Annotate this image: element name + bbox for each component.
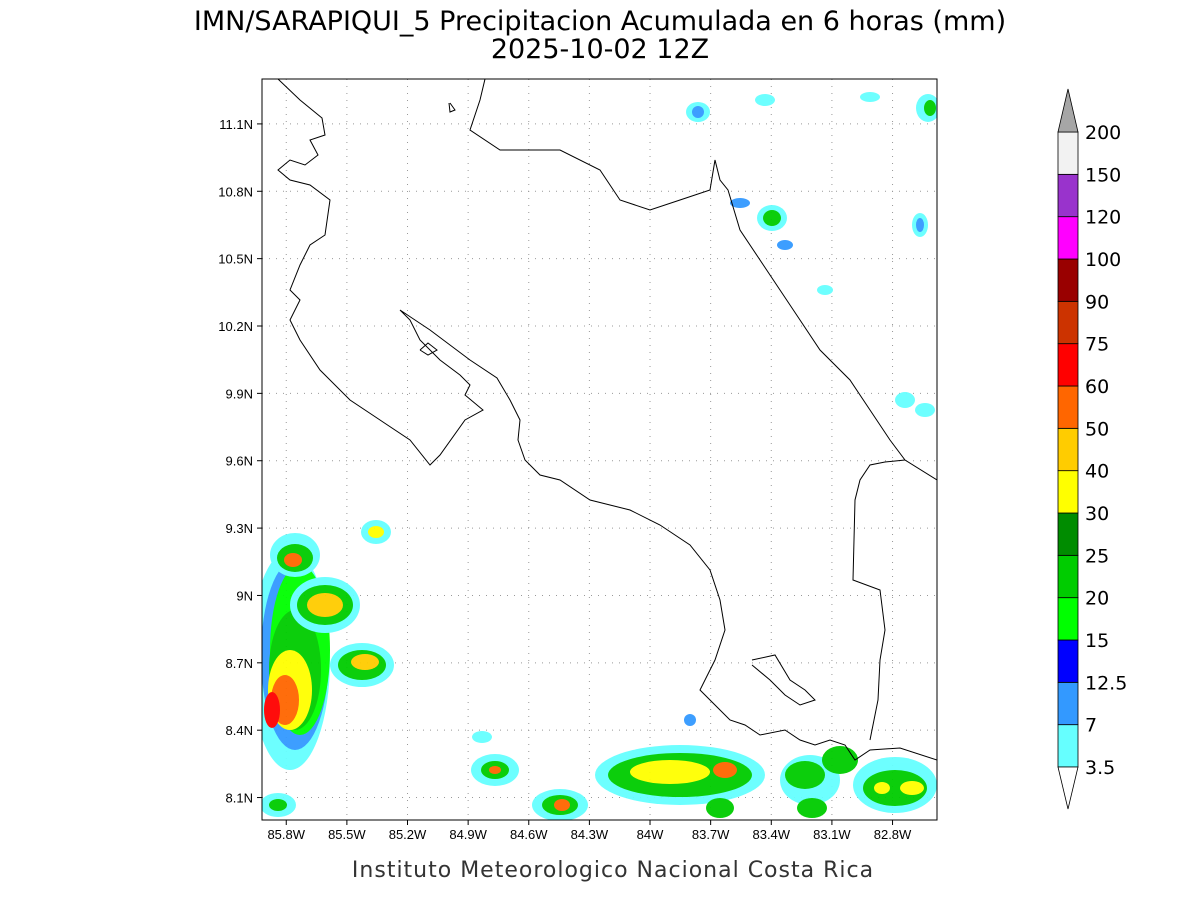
colorbar-segment [1057, 470, 1079, 514]
y-tick-label: 9.6N [226, 454, 253, 469]
y-tick-label: 10.8N [218, 184, 253, 199]
colorbar-label: 40 [1085, 461, 1109, 483]
colorbar-label: 3.5 [1085, 757, 1115, 779]
colorbar-segment [1057, 554, 1079, 599]
colorbar-segment [1057, 597, 1079, 641]
x-tick-label: 83.7W [692, 827, 730, 842]
colorbar-segment [1057, 173, 1079, 218]
y-tick-label: 9.9N [226, 386, 253, 401]
x-tick-label: 84.9W [449, 827, 487, 842]
colorbar-segment [1057, 343, 1079, 387]
colorbar-over [1057, 88, 1079, 133]
colorbar-label: 90 [1085, 291, 1109, 313]
colorbar-segment [1057, 300, 1079, 345]
title: IMN/SARAPIQUI_5 Precipitacion Acumulada … [194, 6, 1006, 37]
colorbar-segment [1057, 639, 1079, 683]
colorbar-segment [1057, 427, 1079, 472]
colorbar-label: 75 [1085, 334, 1109, 356]
y-tick-label: 8.4N [226, 723, 253, 738]
colorbar-segment [1057, 216, 1079, 260]
x-tick-label: 85.2W [389, 827, 427, 842]
colorbar: 3.5 7 12.5 15 20 25 30 40 50 60 75 90 100 120 150 200 [1057, 88, 1127, 810]
colorbar-segment [1057, 385, 1079, 429]
grid-layer [262, 79, 937, 820]
x-tick-label: 84W [637, 827, 664, 842]
x-tick-label: 83.1W [813, 827, 851, 842]
colorbar-label: 20 [1085, 588, 1109, 610]
colorbar-label: 120 [1085, 207, 1121, 229]
y-tick-label: 10.2N [218, 319, 253, 334]
y-tick-label: 10.5N [218, 252, 253, 267]
colorbar-segment [1057, 681, 1079, 726]
rain-cells [262, 92, 937, 820]
colorbar-label: 50 [1085, 418, 1109, 440]
footer: Instituto Meteorologico Nacional Costa R… [352, 858, 874, 883]
precipitation [262, 79, 937, 820]
colorbar-segment [1057, 512, 1079, 556]
colorbar-label: 15 [1085, 630, 1109, 652]
colorbar-label: 150 [1085, 164, 1121, 186]
axis-layer: 85.8W 85.5W 85.2W 84.9W 84.6W 84.3W 84W 83.7W 83… [218, 117, 912, 842]
colorbar-segment [1057, 724, 1079, 768]
colorbar-label: 100 [1085, 249, 1121, 271]
y-tick-label: 9N [236, 588, 253, 603]
coastlines [277, 79, 937, 761]
y-tick-label: 8.7N [226, 656, 253, 671]
colorbar-label: 7 [1085, 715, 1097, 737]
x-tick-label: 84.3W [571, 827, 609, 842]
y-tick-label: 8.1N [226, 791, 253, 806]
colorbar-under [1057, 766, 1079, 810]
colorbar-label: 12.5 [1085, 672, 1127, 694]
colorbar-label: 25 [1085, 545, 1109, 567]
x-tick-label: 85.5W [328, 827, 366, 842]
subtitle: 2025-10-02 12Z [491, 34, 709, 65]
x-tick-label: 84.6W [510, 827, 548, 842]
colorbar-label: 60 [1085, 376, 1109, 398]
plot-frame [261, 78, 938, 821]
x-tick-label: 85.8W [267, 827, 305, 842]
colorbar-segment [1057, 131, 1079, 175]
y-tick-label: 11.1N [219, 117, 253, 132]
colorbar-label: 30 [1085, 503, 1109, 525]
x-tick-label: 83.4W [752, 827, 790, 842]
colorbar-segment [1057, 258, 1079, 302]
y-tick-label: 9.3N [226, 521, 253, 536]
x-tick-label: 82.8W [874, 827, 912, 842]
colorbar-label: 200 [1085, 122, 1121, 144]
